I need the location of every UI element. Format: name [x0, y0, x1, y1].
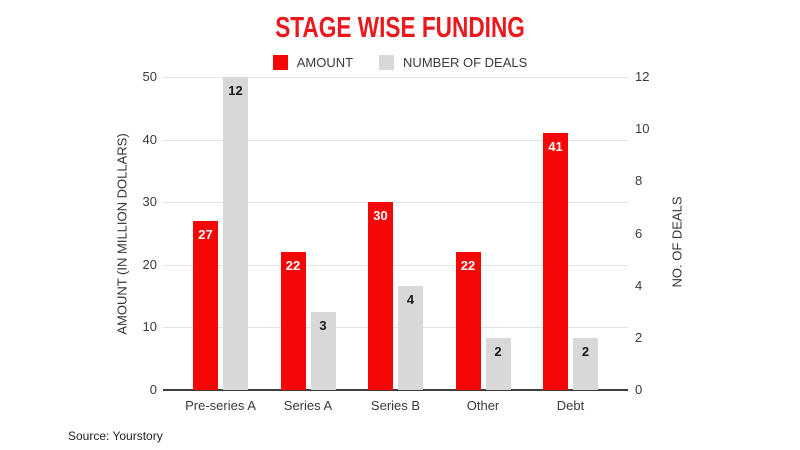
- chart-title: STAGE WISE FUNDING: [0, 12, 800, 45]
- bar-value-label: 12: [228, 83, 243, 98]
- amount-bar: 22: [280, 252, 306, 390]
- right-axis-tick-label: 10: [635, 121, 650, 137]
- deals-bar: 3: [310, 311, 336, 390]
- bar-value-label: 30: [373, 208, 388, 224]
- x-axis-line: [163, 389, 628, 391]
- amount-bar: 30: [368, 202, 393, 390]
- chart-title-text: STAGE WISE FUNDING: [275, 12, 525, 44]
- left-axis-tick-label: 40: [142, 131, 157, 147]
- deals-bar: 12: [223, 77, 248, 390]
- amount-bar: 27: [193, 220, 218, 390]
- category-label: Series B: [370, 398, 421, 413]
- deals-bar: 2: [573, 337, 598, 390]
- legend-item-number-of-deals: NUMBER OF DEALS: [379, 55, 527, 70]
- left-axis-title: AMOUNT (IN MILLION DOLLARS): [114, 133, 130, 335]
- deals-bar: 4: [398, 285, 423, 390]
- left-axis-tick-label: 20: [142, 256, 157, 272]
- amount-bar: 41: [543, 133, 568, 390]
- bar-value-label: 22: [460, 258, 476, 274]
- legend-label-deals: NUMBER OF DEALS: [403, 55, 528, 70]
- right-axis-tick-label: 6: [635, 225, 643, 241]
- gridline: [163, 139, 628, 141]
- bar-value-label: 2: [494, 343, 502, 359]
- right-axis-tick-label: 2: [635, 329, 643, 345]
- right-axis-tick-label: 0: [635, 382, 643, 397]
- left-axis-tick-label: 10: [142, 319, 157, 335]
- right-axis-tick-label: 4: [635, 277, 643, 293]
- amount-bar: 22: [455, 252, 481, 390]
- left-axis-tick-label: 50: [142, 69, 157, 84]
- bar-value-label: 27: [198, 226, 213, 242]
- legend: AMOUNT NUMBER OF DEALS: [0, 55, 800, 70]
- legend-item-amount: AMOUNT: [272, 55, 354, 70]
- gridline: [163, 264, 628, 266]
- category-label: Debt: [556, 398, 585, 413]
- category-label: Pre-series A: [185, 398, 256, 413]
- gridline: [163, 327, 628, 329]
- bar-value-label: 2: [581, 343, 590, 359]
- category-label: Series A: [283, 398, 333, 413]
- right-axis-title: NO. OF DEALS: [669, 196, 685, 288]
- bar-value-label: 3: [319, 317, 327, 333]
- source-credit: Source: Yourstory: [68, 429, 163, 443]
- bar-value-label: 22: [285, 258, 301, 274]
- deals-bar: 2: [485, 337, 511, 390]
- bar-value-label: 41: [548, 139, 563, 155]
- legend-label-amount: AMOUNT: [296, 55, 354, 70]
- right-axis-tick-label: 8: [635, 173, 643, 189]
- gridline: [163, 202, 628, 204]
- right-axis-tick-label: 12: [635, 69, 650, 84]
- bar-value-label: 4: [406, 291, 415, 307]
- category-label: Other: [466, 398, 500, 413]
- left-axis-tick-label: 30: [142, 194, 157, 210]
- deals-series-swatch: [379, 55, 395, 70]
- left-axis-tick-label: 0: [149, 382, 157, 397]
- amount-series-swatch: [272, 55, 288, 70]
- plot-area: 27 12 22 3 30 4 22 2 41 2: [163, 77, 628, 391]
- gridline: [163, 77, 628, 78]
